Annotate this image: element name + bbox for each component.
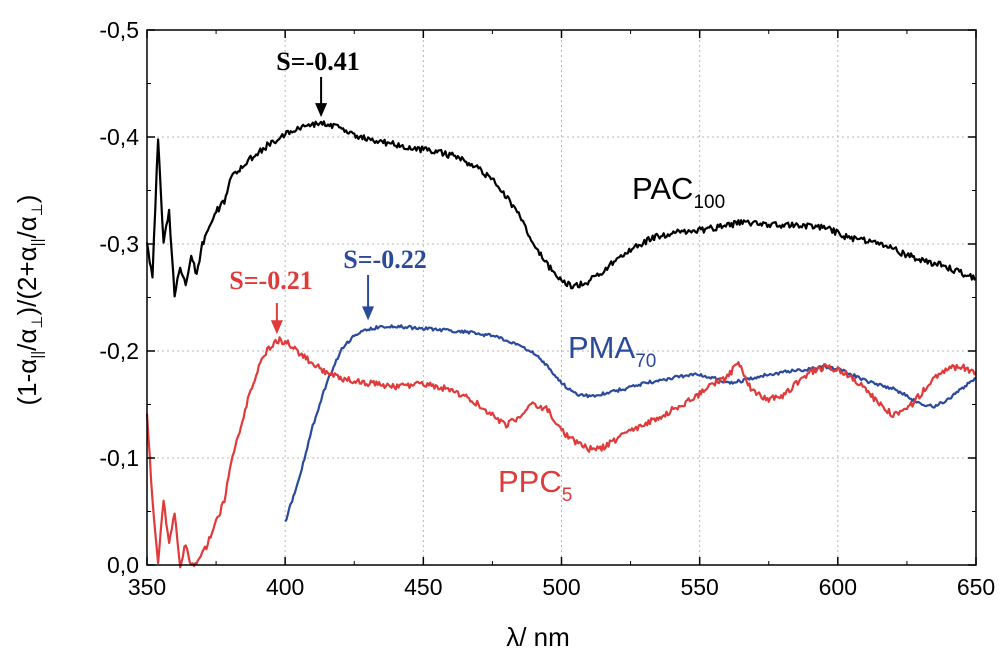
series-line-pac (145, 120, 977, 298)
y-tick-label: -0,5 (99, 17, 139, 43)
annotation-arrow-head (315, 103, 328, 118)
y-tick-labels: 0,0 -0,1 -0,2 -0,3 -0,4 -0,5 (99, 17, 139, 578)
y-tick-label: -0,1 (99, 445, 139, 471)
series-label-pma: PMA70 (568, 330, 656, 372)
x-tick-label: 450 (404, 574, 442, 600)
x-tick-label: 500 (542, 574, 580, 600)
annotation-ppc: S=-0.21 (229, 266, 312, 295)
x-tick-labels: 350 400 450 500 550 600 650 (128, 574, 995, 600)
series-label-ppc: PPC5 (498, 464, 572, 506)
annotation-arrow-head (270, 320, 283, 335)
plot-area (145, 120, 977, 569)
annotation-arrows (270, 77, 375, 335)
y-tick-label: -0,4 (99, 124, 139, 150)
y-axis-title: (1-α||/α⊥)/(2+α||/α⊥) (12, 195, 46, 406)
x-tick-label: 400 (266, 574, 304, 600)
y-tick-label: -0,3 (99, 231, 139, 257)
x-tick-label: 650 (957, 574, 995, 600)
y-tick-label: 0,0 (107, 552, 139, 578)
annotation-pac: S=-0.41 (276, 47, 359, 76)
x-tick-label: 350 (128, 574, 166, 600)
x-tick-label: 600 (819, 574, 857, 600)
grid (147, 30, 976, 565)
series-label-pac: PAC100 (632, 171, 725, 213)
series-line-ppc (145, 336, 977, 569)
annotation-pma: S=-0.22 (343, 245, 426, 274)
series-line-pma (284, 324, 977, 523)
axes (146, 29, 977, 566)
y-tick-label: -0,2 (99, 338, 139, 364)
x-axis-title: λ/ nm (506, 622, 570, 652)
annotation-arrow-head (362, 306, 375, 321)
x-tick-label: 550 (680, 574, 718, 600)
